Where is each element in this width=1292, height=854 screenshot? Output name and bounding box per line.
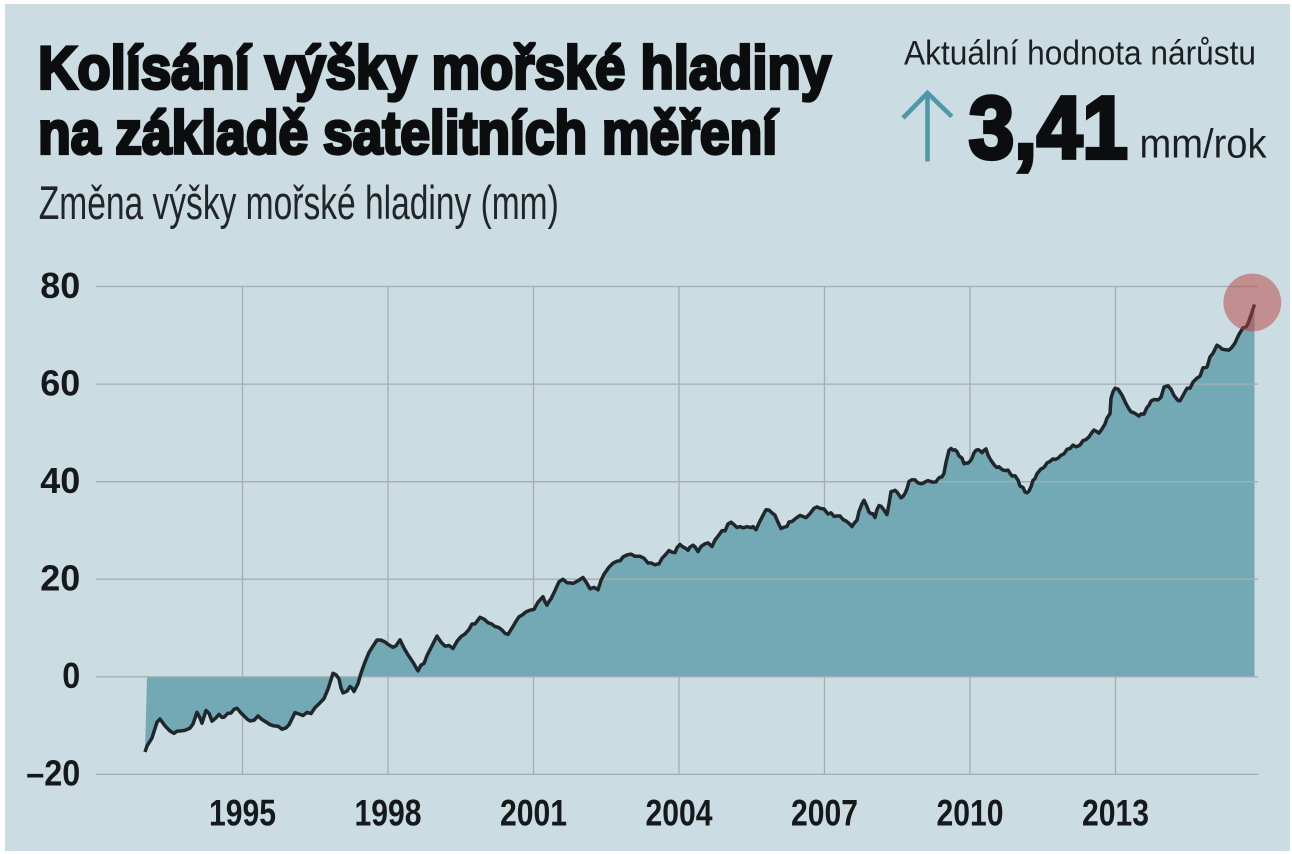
svg-text:80: 80 — [40, 265, 80, 306]
svg-text:Kolísání výšky mořské hladiny: Kolísání výšky mořské hladiny — [38, 35, 832, 102]
svg-text:2001: 2001 — [500, 793, 567, 834]
svg-text:2013: 2013 — [1082, 793, 1149, 834]
svg-text:na základě satelitních měření: na základě satelitních měření — [38, 100, 779, 167]
svg-text:Změna výšky mořské hladiny (mm: Změna výšky mořské hladiny (mm) — [39, 176, 559, 229]
svg-text:40: 40 — [40, 460, 80, 501]
svg-text:1995: 1995 — [209, 793, 276, 834]
svg-text:3,41: 3,41 — [969, 78, 1128, 177]
svg-text:2004: 2004 — [646, 793, 713, 834]
svg-text:1998: 1998 — [355, 793, 422, 834]
svg-text:–20: –20 — [26, 753, 80, 794]
svg-text:Aktuální hodnota nárůstu: Aktuální hodnota nárůstu — [904, 35, 1256, 73]
svg-text:2007: 2007 — [791, 793, 858, 834]
svg-text:2010: 2010 — [937, 793, 1004, 834]
svg-text:60: 60 — [40, 362, 80, 403]
svg-text:mm/rok: mm/rok — [1140, 121, 1267, 167]
svg-text:20: 20 — [40, 558, 80, 599]
svg-text:0: 0 — [62, 655, 80, 696]
